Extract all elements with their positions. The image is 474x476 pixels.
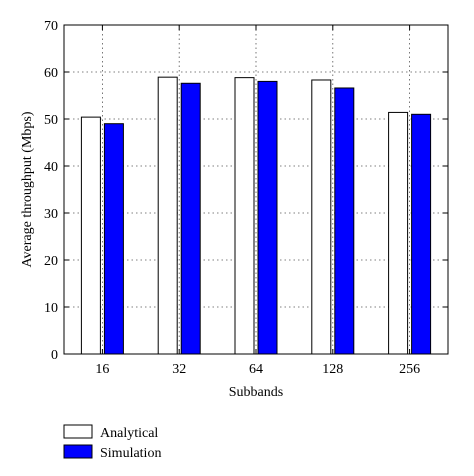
bar-analytical-64 <box>234 77 255 355</box>
bar-simulation-256 <box>411 113 432 355</box>
axis-ticks <box>64 24 448 355</box>
x-tick-label: 64 <box>249 362 263 377</box>
x-tick-label: 128 <box>322 362 343 377</box>
x-tick-labels: 16 32 64 128 256 <box>95 362 420 377</box>
bar-analytical-256 <box>388 111 409 355</box>
bars <box>80 76 432 355</box>
x-axis-label: Subbands <box>229 385 283 400</box>
legend-label-analytical: Analytical <box>100 426 158 441</box>
x-tick-label: 32 <box>172 362 186 377</box>
bar-analytical-128 <box>311 79 332 355</box>
y-tick-label: 40 <box>44 160 58 175</box>
y-axis-label: Average throughput (Mbps) <box>20 111 35 267</box>
bar-analytical-16 <box>80 116 101 355</box>
y-tick-label: 60 <box>44 66 58 81</box>
legend-swatch-analytical <box>63 424 93 439</box>
y-tick-label: 50 <box>44 113 58 128</box>
y-tick-label: 0 <box>51 348 58 363</box>
x-tick-label: 16 <box>95 362 109 377</box>
bar-simulation-32 <box>180 82 201 355</box>
bar-analytical-32 <box>157 76 178 355</box>
x-tick-label: 256 <box>399 362 420 377</box>
y-tick-label: 70 <box>44 19 58 34</box>
grid-lines <box>64 25 448 354</box>
bar-simulation-128 <box>334 87 355 355</box>
y-tick-label: 10 <box>44 301 58 316</box>
y-tick-labels: 0 10 20 30 40 50 60 70 <box>44 19 58 363</box>
legend-label-simulation: Simulation <box>100 446 161 461</box>
bar-simulation-64 <box>257 80 278 355</box>
legend-swatch-simulation <box>63 444 93 459</box>
y-tick-label: 20 <box>44 254 58 269</box>
y-tick-label: 30 <box>44 207 58 222</box>
bar-simulation-16 <box>103 123 124 355</box>
legend: Analytical Simulation <box>63 424 161 461</box>
